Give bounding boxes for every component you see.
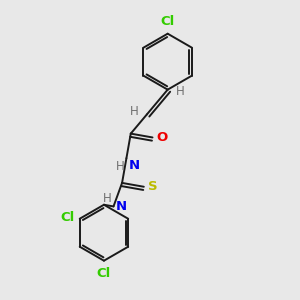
Text: H: H	[176, 85, 185, 98]
Text: O: O	[157, 131, 168, 144]
Text: N: N	[129, 159, 140, 172]
Text: N: N	[116, 200, 127, 213]
Text: Cl: Cl	[160, 15, 175, 28]
Text: H: H	[103, 192, 112, 205]
Text: S: S	[148, 180, 157, 193]
Text: H: H	[116, 160, 125, 173]
Text: Cl: Cl	[60, 211, 74, 224]
Text: H: H	[130, 105, 139, 118]
Text: Cl: Cl	[97, 267, 111, 280]
